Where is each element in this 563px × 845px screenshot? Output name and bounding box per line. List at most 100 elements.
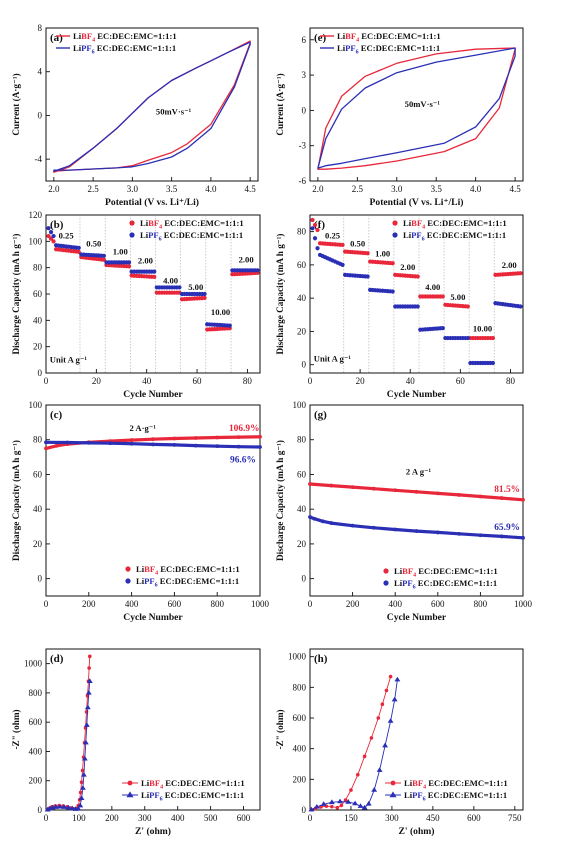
data-point <box>126 260 132 265</box>
annotation: 106.9% <box>229 424 259 434</box>
data-point <box>236 444 241 449</box>
data-point <box>61 804 68 809</box>
legend-label: LiBF4 EC:DEC:EMC=1:1:1 <box>403 218 507 231</box>
annotation: 10.00 <box>211 307 230 317</box>
data-point <box>236 435 241 440</box>
x-tick-label: 800 <box>474 599 488 609</box>
y-tick-label: 100 <box>293 400 307 410</box>
data-point <box>172 443 177 447</box>
x-tick-label: 0 <box>308 599 313 609</box>
data-point <box>440 325 445 331</box>
y-tick-label: 0 <box>302 805 307 815</box>
data-point <box>387 718 394 723</box>
data-point <box>80 768 85 773</box>
data-point <box>365 251 370 256</box>
x-tick-label: 600 <box>168 599 182 609</box>
data-point <box>329 483 334 488</box>
x-tick-label: 40 <box>406 376 416 386</box>
x-axis-label: Cycle Number <box>123 389 183 400</box>
x-tick-label: 400 <box>171 813 185 823</box>
y-tick-label: 60 <box>33 469 43 479</box>
x-tick-label: 80 <box>506 376 516 386</box>
data-point <box>86 678 93 683</box>
data-point <box>390 780 396 786</box>
data-point <box>75 805 82 811</box>
x-tick-label: 300 <box>138 813 152 823</box>
data-point <box>435 491 440 496</box>
data-point <box>478 494 483 499</box>
legend-label: LiPF6 EC:DEC:EMC=1:1:1 <box>73 43 176 56</box>
series-lipf6 <box>308 676 401 812</box>
x-tick-label: 0 <box>44 599 49 609</box>
y-tick-label: 200 <box>29 776 43 786</box>
y-tick-label: 40 <box>33 315 43 325</box>
data-point <box>345 799 352 804</box>
panel-d: 0 100 200 300 400 500 600 0 200 400 600 800 1000 Z' (… <box>11 648 261 837</box>
data-point <box>376 767 383 772</box>
data-point <box>383 580 389 586</box>
x-tick-label: 2.0 <box>312 184 324 194</box>
x-tick-label: 4.5 <box>509 184 521 194</box>
x-tick-label: 200 <box>346 599 360 609</box>
panel-f: 0 20 40 60 80 0 20 40 60 80 Cycle Number Discharge … <box>275 214 524 400</box>
data-point <box>193 443 198 448</box>
data-point <box>365 274 370 279</box>
data-point <box>46 233 51 239</box>
annotation: 2.00 <box>400 262 415 272</box>
data-point <box>362 754 367 759</box>
y-tick-label: 0 <box>302 574 307 584</box>
panel-label: (f) <box>314 219 325 231</box>
data-point <box>177 285 182 290</box>
data-point <box>312 222 318 228</box>
data-point <box>383 568 389 574</box>
data-point <box>308 806 315 812</box>
x-tick-label: 40 <box>142 376 152 386</box>
y-tick-label: 80 <box>297 435 307 445</box>
y-axis-label: Current (A·g⁻¹) <box>11 73 21 135</box>
data-point <box>499 534 504 539</box>
data-point <box>80 771 87 777</box>
x-axis-label: Cycle Number <box>123 612 183 623</box>
data-point <box>313 803 320 809</box>
data-point <box>329 521 334 525</box>
series-lipf6 <box>46 226 260 328</box>
data-point <box>79 785 86 790</box>
data-point <box>393 527 398 532</box>
data-point <box>315 227 320 233</box>
annotation: Unit A g⁻¹ <box>314 353 352 363</box>
x-axis-label: Z' (ohm) <box>135 826 171 837</box>
legend-label: LiPF6 EC:DEC:EMC=1:1:1 <box>141 790 244 803</box>
data-point <box>352 800 358 806</box>
data-point <box>69 805 76 811</box>
panel-g: 0 200 400 600 800 1000 0 20 40 60 80 100 Cycle Numbe… <box>275 400 533 623</box>
data-point <box>312 516 317 521</box>
y-tick-label: 80 <box>33 435 43 445</box>
x-tick-label: 300 <box>385 813 399 823</box>
legend-label: LiBF4 EC:DEC:EMC=1:1:1 <box>337 31 441 44</box>
data-point <box>310 217 315 223</box>
series-lipf6 <box>44 678 93 812</box>
y-tick-label: 60 <box>297 260 307 270</box>
data-point <box>84 704 91 710</box>
x-tick-label: 150 <box>344 813 358 823</box>
annotation: 1.00 <box>113 247 128 257</box>
y-tick-label: -6 <box>299 176 307 186</box>
data-point <box>258 445 262 449</box>
data-point <box>499 496 504 500</box>
annotation: 0.50 <box>350 239 365 249</box>
x-tick-label: 500 <box>204 813 218 823</box>
x-tick-label: 80 <box>243 376 253 386</box>
x-tick-label: 60 <box>193 376 203 386</box>
legend-label: LiPF6 EC:DEC:EMC=1:1:1 <box>404 790 507 803</box>
y-tick-label: 100 <box>29 400 43 410</box>
y-tick-label: 0 <box>38 805 43 815</box>
data-point <box>48 236 54 241</box>
data-point <box>392 220 398 226</box>
data-point <box>85 689 92 695</box>
x-tick-label: 4.0 <box>205 184 217 194</box>
y-tick-label: 20 <box>33 342 43 352</box>
plot-frame <box>309 214 524 374</box>
data-point <box>76 245 81 251</box>
